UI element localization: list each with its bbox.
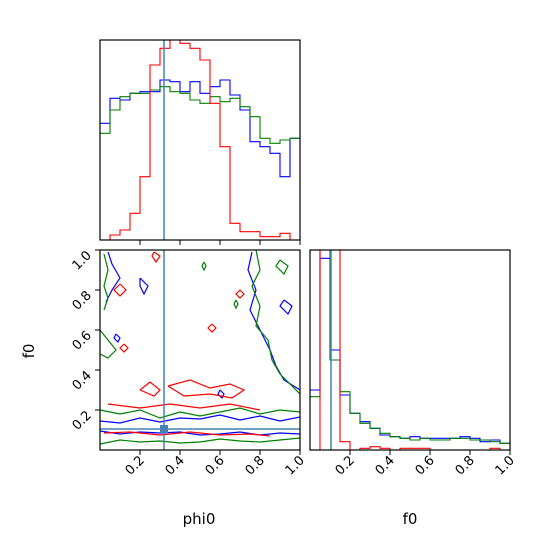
- x-axis-label-phi0: phi0: [183, 510, 216, 528]
- contour-green-4: [100, 329, 117, 359]
- x-axis-label-f0: f0: [403, 510, 418, 528]
- contour-ytick-label-2: 0.6: [70, 328, 95, 353]
- contour-red-0: [139, 381, 161, 397]
- contour-green-1: [100, 437, 300, 445]
- contour-red-4: [113, 283, 127, 297]
- axis-labels: phi0 f0 f0: [20, 344, 417, 528]
- y-axis-label-f0: f0: [20, 344, 38, 359]
- f0-xtick-label-3: 0.8: [453, 453, 478, 478]
- phi0-hist-red: [100, 40, 300, 240]
- phi0-series-group: [100, 40, 300, 240]
- f0-frame: [309, 249, 511, 451]
- contour-blue-3: [105, 251, 121, 303]
- phi0-histogram-panel: [99, 39, 301, 245]
- contour-green-3: [103, 253, 109, 311]
- contour-red-1: [167, 379, 246, 399]
- phi0-hist-green: [100, 86, 300, 144]
- contour-blue-0: [100, 414, 300, 424]
- contour-red-5: [207, 323, 217, 333]
- contour-green-0: [100, 407, 300, 419]
- contour-red-6: [235, 289, 245, 299]
- contour-blue-2: [247, 251, 300, 391]
- contour-xtick-label-0: 0.2: [123, 453, 148, 478]
- truth-marker: [160, 425, 168, 433]
- contour-blue-5: [113, 333, 121, 344]
- contour-red-2: [107, 403, 261, 411]
- contour-red-3: [103, 431, 271, 437]
- f0-xtick-label-0: 0.2: [333, 453, 358, 478]
- f0-series-group: [310, 250, 510, 450]
- phi0-frame: [99, 39, 301, 241]
- contour-xtick-label-2: 0.6: [203, 453, 228, 478]
- contour-green-5: [201, 261, 207, 272]
- contour-ytick-label-1: 0.4: [70, 368, 95, 393]
- contour-xtick-label-1: 0.4: [163, 453, 188, 478]
- f0-xtick-label-2: 0.6: [413, 453, 438, 478]
- contour-ytick-label-0: 0.2: [70, 408, 95, 433]
- contour-ytick-label-4: 1.0: [70, 248, 95, 273]
- contour-green-2: [251, 250, 300, 395]
- contour-green-6: [233, 299, 239, 310]
- phi0-f0-contour-panel: 0.2 0.4 0.6 0.8 1.0 0.2 0.4 0.6 0.8 1.0: [70, 248, 308, 478]
- contour-red-8: [151, 251, 161, 264]
- contour-ytick-label-3: 0.8: [70, 288, 95, 313]
- contour-xtick-label-4: 1.0: [283, 453, 308, 478]
- contour-series-group: [100, 250, 300, 445]
- contour-blue-7: [279, 299, 293, 316]
- contour-blue-6: [217, 389, 225, 400]
- f0-histogram-panel: 0.2 0.4 0.6 0.8 1.0: [309, 249, 518, 478]
- contour-red-7: [119, 343, 129, 353]
- f0-xtick-label-4: 1.0: [493, 453, 518, 478]
- contour-blue-4: [139, 277, 149, 296]
- f0-hist-red: [310, 250, 510, 450]
- f0-xtick-label-1: 0.4: [373, 453, 398, 478]
- contour-frame: [99, 249, 301, 451]
- contour-xtick-label-3: 0.8: [243, 453, 268, 478]
- contour-green-7: [275, 259, 289, 276]
